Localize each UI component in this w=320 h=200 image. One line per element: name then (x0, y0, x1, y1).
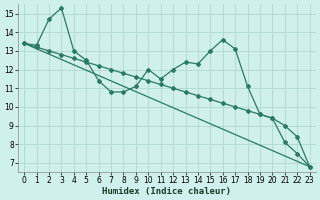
X-axis label: Humidex (Indice chaleur): Humidex (Indice chaleur) (102, 187, 231, 196)
